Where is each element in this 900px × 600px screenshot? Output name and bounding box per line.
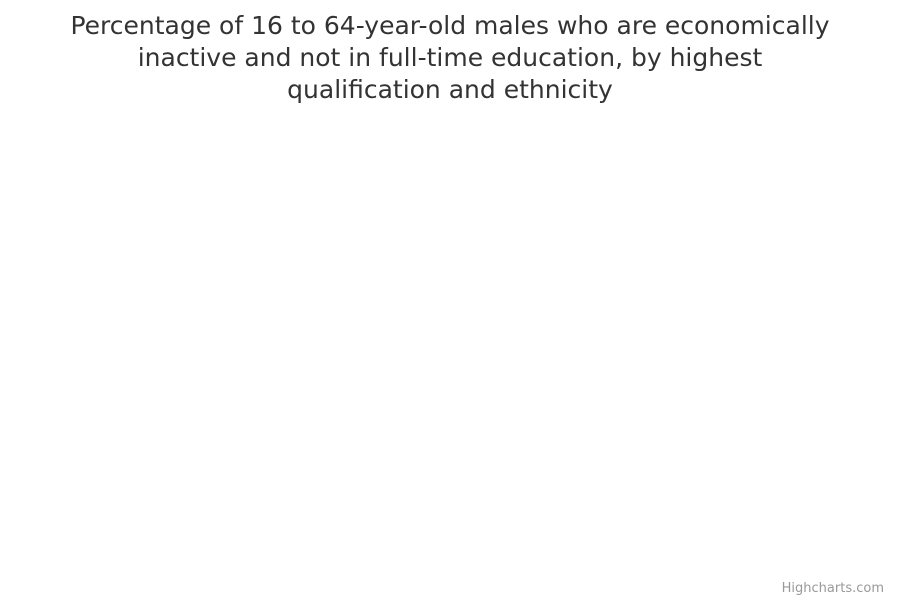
chart-title: Percentage of 16 to 64-year-old males wh… — [70, 11, 830, 104]
highcharts-credits-link[interactable]: Highcharts.com — [781, 581, 884, 596]
chart-svg — [20, 115, 880, 555]
plot-area — [20, 115, 880, 555]
